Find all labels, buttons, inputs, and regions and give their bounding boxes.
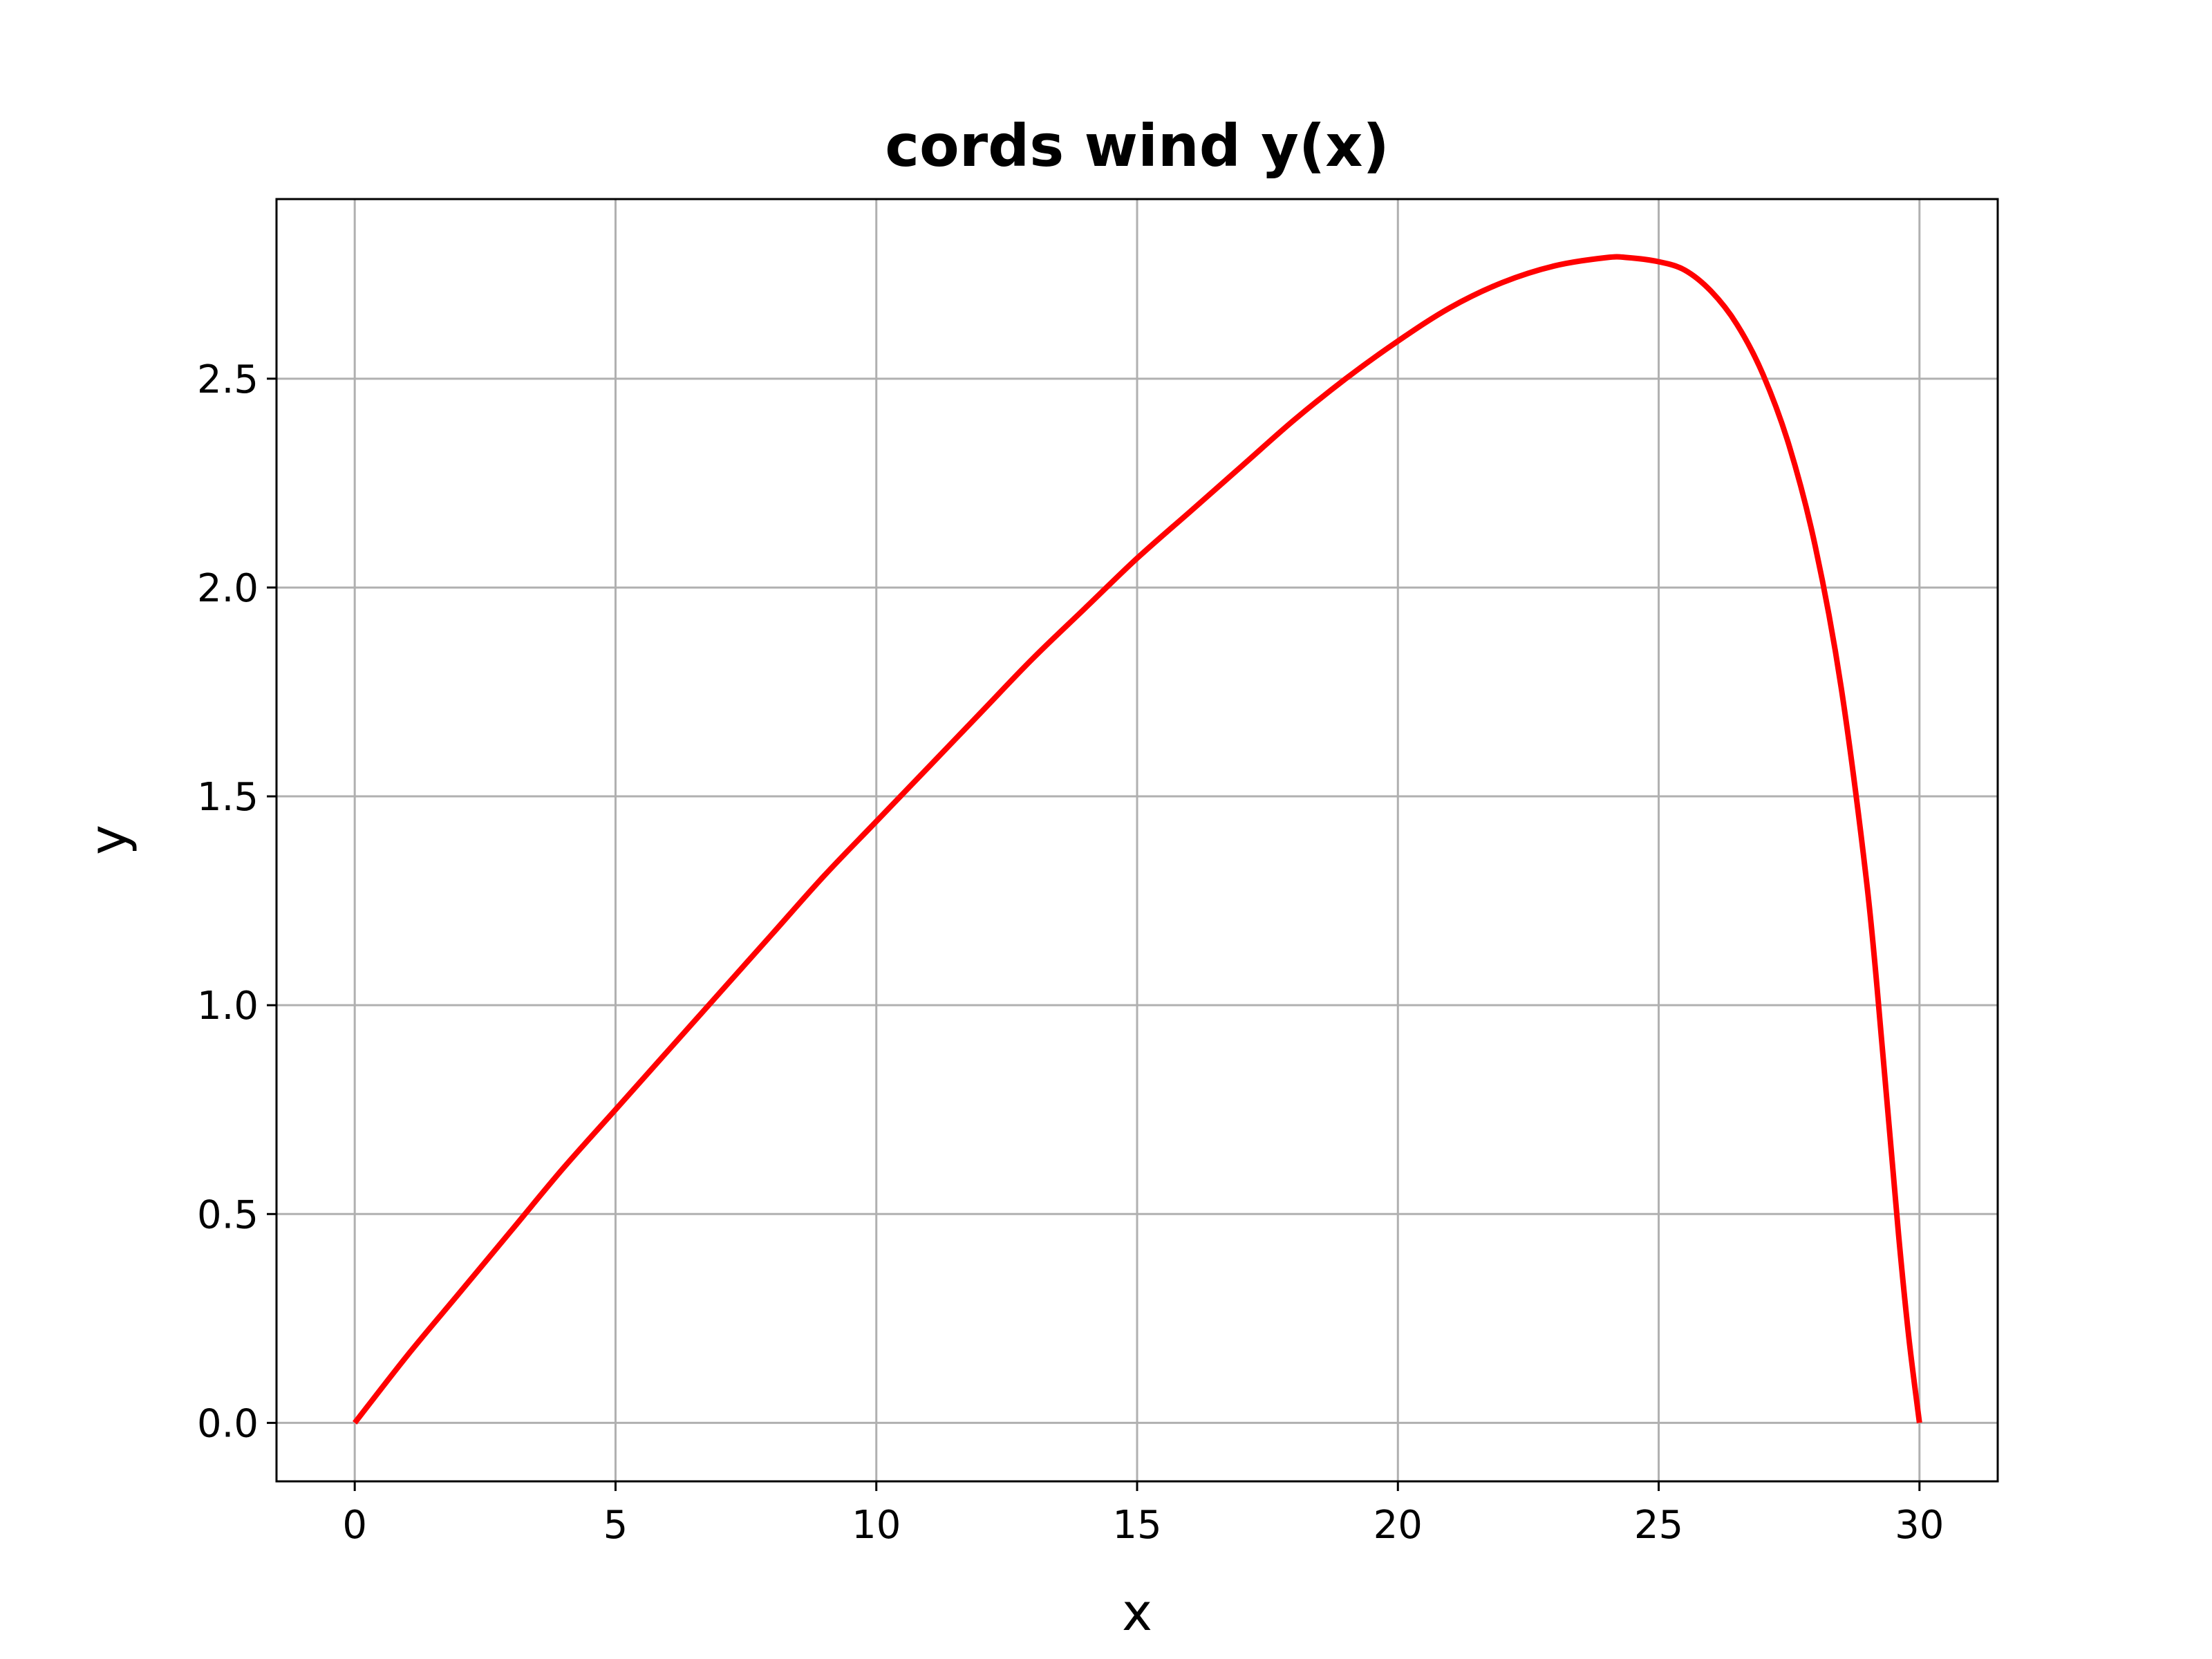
y-tick-label: 2.0 [197,566,259,611]
x-axis-label: x [1122,1583,1152,1642]
grid [276,199,1998,1481]
y-tick-label: 1.0 [197,984,259,1029]
x-tick-label: 10 [852,1503,901,1548]
x-tick-label: 15 [1112,1503,1161,1548]
x-tick-label: 0 [342,1503,367,1548]
y-tick-label: 0.0 [197,1401,259,1446]
x-tick-label: 25 [1634,1503,1683,1548]
y-tick-label: 0.5 [197,1192,259,1237]
y-tick-label: 1.5 [197,775,259,820]
y-axis-label: y [79,825,138,855]
x-tick-label: 20 [1374,1503,1423,1548]
ticks: 0 5 10 15 20 25 30 0.0 0.5 1.0 1.5 2.0 2.5 [197,357,1944,1548]
series-layer [353,254,1922,1425]
x-tick-label: 5 [603,1503,628,1548]
x-tick-label: 30 [1895,1503,1944,1548]
series-line [353,254,1922,1425]
chart-title: cords wind y(x) [885,112,1389,180]
y-tick-label: 2.5 [197,357,259,402]
